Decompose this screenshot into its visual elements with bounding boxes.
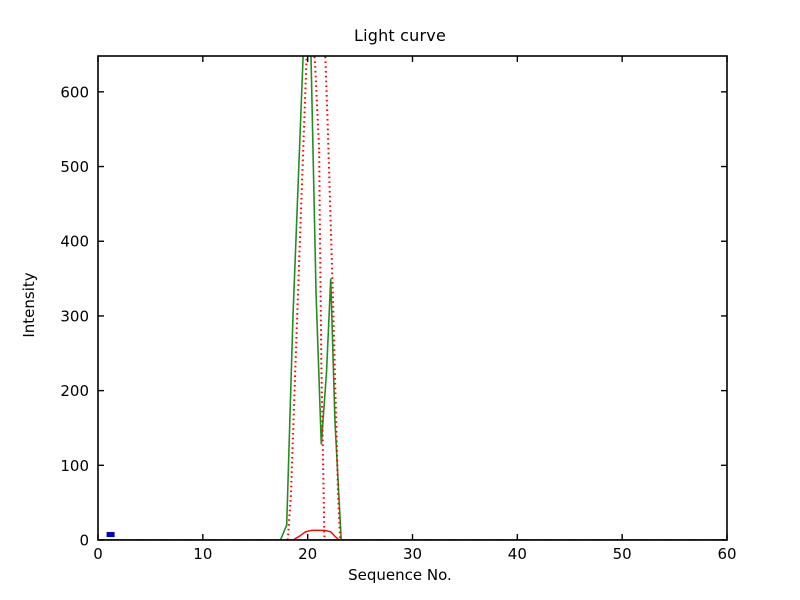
data-series-red-bump <box>292 529 340 540</box>
axes-background <box>98 56 727 540</box>
data-series-red-dotted-left <box>286 56 308 540</box>
x-axis-label: Sequence No. <box>348 566 452 584</box>
x-tick-label: 60 <box>717 545 736 563</box>
data-series-red-dotted-middle-upper <box>313 56 321 152</box>
x-tick-label: 0 <box>93 545 103 563</box>
y-tick-label: 400 <box>60 233 89 251</box>
y-tick-label: 300 <box>60 307 89 325</box>
y-tick-label: 0 <box>79 532 89 550</box>
x-tick-label: 50 <box>613 545 632 563</box>
data-series-red-dotted-middle <box>318 151 326 540</box>
y-axis-label: Intensity <box>20 272 38 338</box>
data-series-green-light-curve <box>98 56 727 540</box>
y-tick-label: 100 <box>60 457 89 475</box>
x-tick-label: 20 <box>298 545 317 563</box>
y-tick-label: 600 <box>60 83 89 101</box>
chart-title: Light curve <box>353 26 447 45</box>
x-tick-label: 10 <box>193 545 212 563</box>
y-tick-label: 500 <box>60 158 89 176</box>
y-tick-label: 200 <box>60 382 89 400</box>
x-tick-label: 30 <box>403 545 422 563</box>
x-tick-label: 40 <box>508 545 527 563</box>
data-marker-blue-marker <box>106 532 115 538</box>
data-series-layer <box>98 56 727 540</box>
